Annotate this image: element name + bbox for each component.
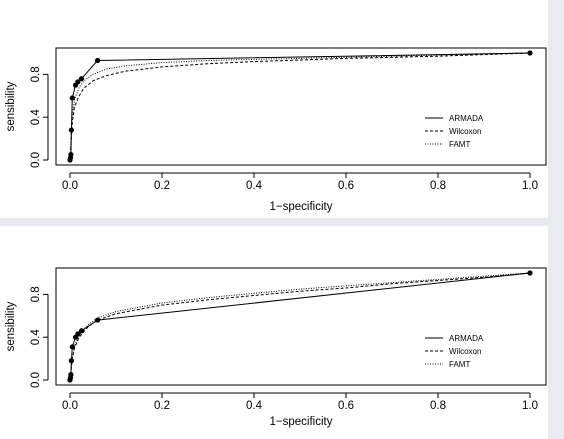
legend: ARMADA Wilcoxon FAMT — [425, 114, 484, 149]
series-line-wilcoxon — [69, 52, 531, 161]
series-layer — [67, 270, 533, 383]
legend: ARMADA Wilcoxon FAMT — [425, 334, 484, 369]
series-line-famt — [69, 272, 531, 381]
x-tick-label: 0.8 — [430, 400, 446, 412]
data-point-armada — [95, 57, 101, 64]
y-axis: 0.0 0.4 0.8 — [30, 286, 49, 388]
data-point-armada — [78, 328, 85, 334]
data-point-armada — [69, 95, 75, 101]
series-layer — [67, 50, 533, 163]
x-tick-label: 0.2 — [154, 400, 170, 412]
series-line-famt — [69, 52, 531, 161]
x-tick-label: 0.4 — [246, 180, 263, 192]
x-axis-label: 1−specificity — [270, 201, 333, 213]
y-axis-label: sensibility — [5, 81, 17, 131]
x-axis: 0.0 0.2 0.4 0.6 0.8 1.0 — [62, 172, 538, 192]
x-tick-label: 0.6 — [338, 400, 354, 412]
x-axis: 0.0 0.2 0.4 0.6 0.8 1.0 — [62, 392, 538, 412]
x-tick-label: 0.6 — [338, 180, 354, 192]
roc-plot-top: 0.0 0.2 0.4 0.6 0.8 1.0 0.0 0.4 0.8 1−specifici… — [5, 47, 547, 213]
x-tick-label: 1.0 — [522, 180, 538, 192]
x-axis-label: 1−specificity — [270, 416, 333, 428]
plot-frame — [55, 47, 547, 166]
panel-background-top — [0, 0, 548, 218]
legend-label-wilcoxon: Wilcoxon — [449, 127, 481, 136]
data-point-armada — [69, 344, 75, 350]
data-point-armada — [68, 152, 74, 158]
legend-label-wilcoxon: Wilcoxon — [449, 347, 481, 356]
x-tick-label: 0.0 — [62, 400, 78, 412]
legend-label-armada: ARMADA — [449, 114, 484, 123]
x-tick-label: 0.8 — [430, 180, 446, 192]
legend-label-armada: ARMADA — [449, 334, 484, 343]
plot-frame — [55, 267, 547, 386]
x-tick-label: 1.0 — [522, 400, 538, 412]
data-point-armada — [75, 79, 81, 85]
legend-label-famt: FAMT — [449, 360, 470, 369]
y-tick-label: 0.0 — [30, 372, 42, 388]
data-point-armada — [68, 127, 74, 133]
y-tick-label: 0.8 — [30, 66, 42, 82]
x-tick-label: 0.0 — [62, 180, 78, 192]
y-axis: 0.0 0.4 0.8 — [30, 66, 49, 168]
y-tick-label: 0.4 — [30, 109, 42, 126]
y-tick-label: 0.0 — [30, 152, 42, 168]
legend-label-famt: FAMT — [449, 140, 470, 149]
y-axis-label: sensibility — [5, 301, 17, 351]
data-point-armada — [78, 76, 85, 82]
y-tick-label: 0.4 — [30, 329, 42, 346]
panel-background-bottom — [0, 226, 548, 439]
x-tick-label: 0.2 — [154, 180, 170, 192]
y-tick-label: 0.8 — [30, 286, 42, 302]
roc-plot-bottom: 0.0 0.2 0.4 0.6 0.8 1.0 0.0 0.4 0.8 1−specifici… — [5, 267, 547, 428]
x-tick-label: 0.4 — [246, 400, 263, 412]
